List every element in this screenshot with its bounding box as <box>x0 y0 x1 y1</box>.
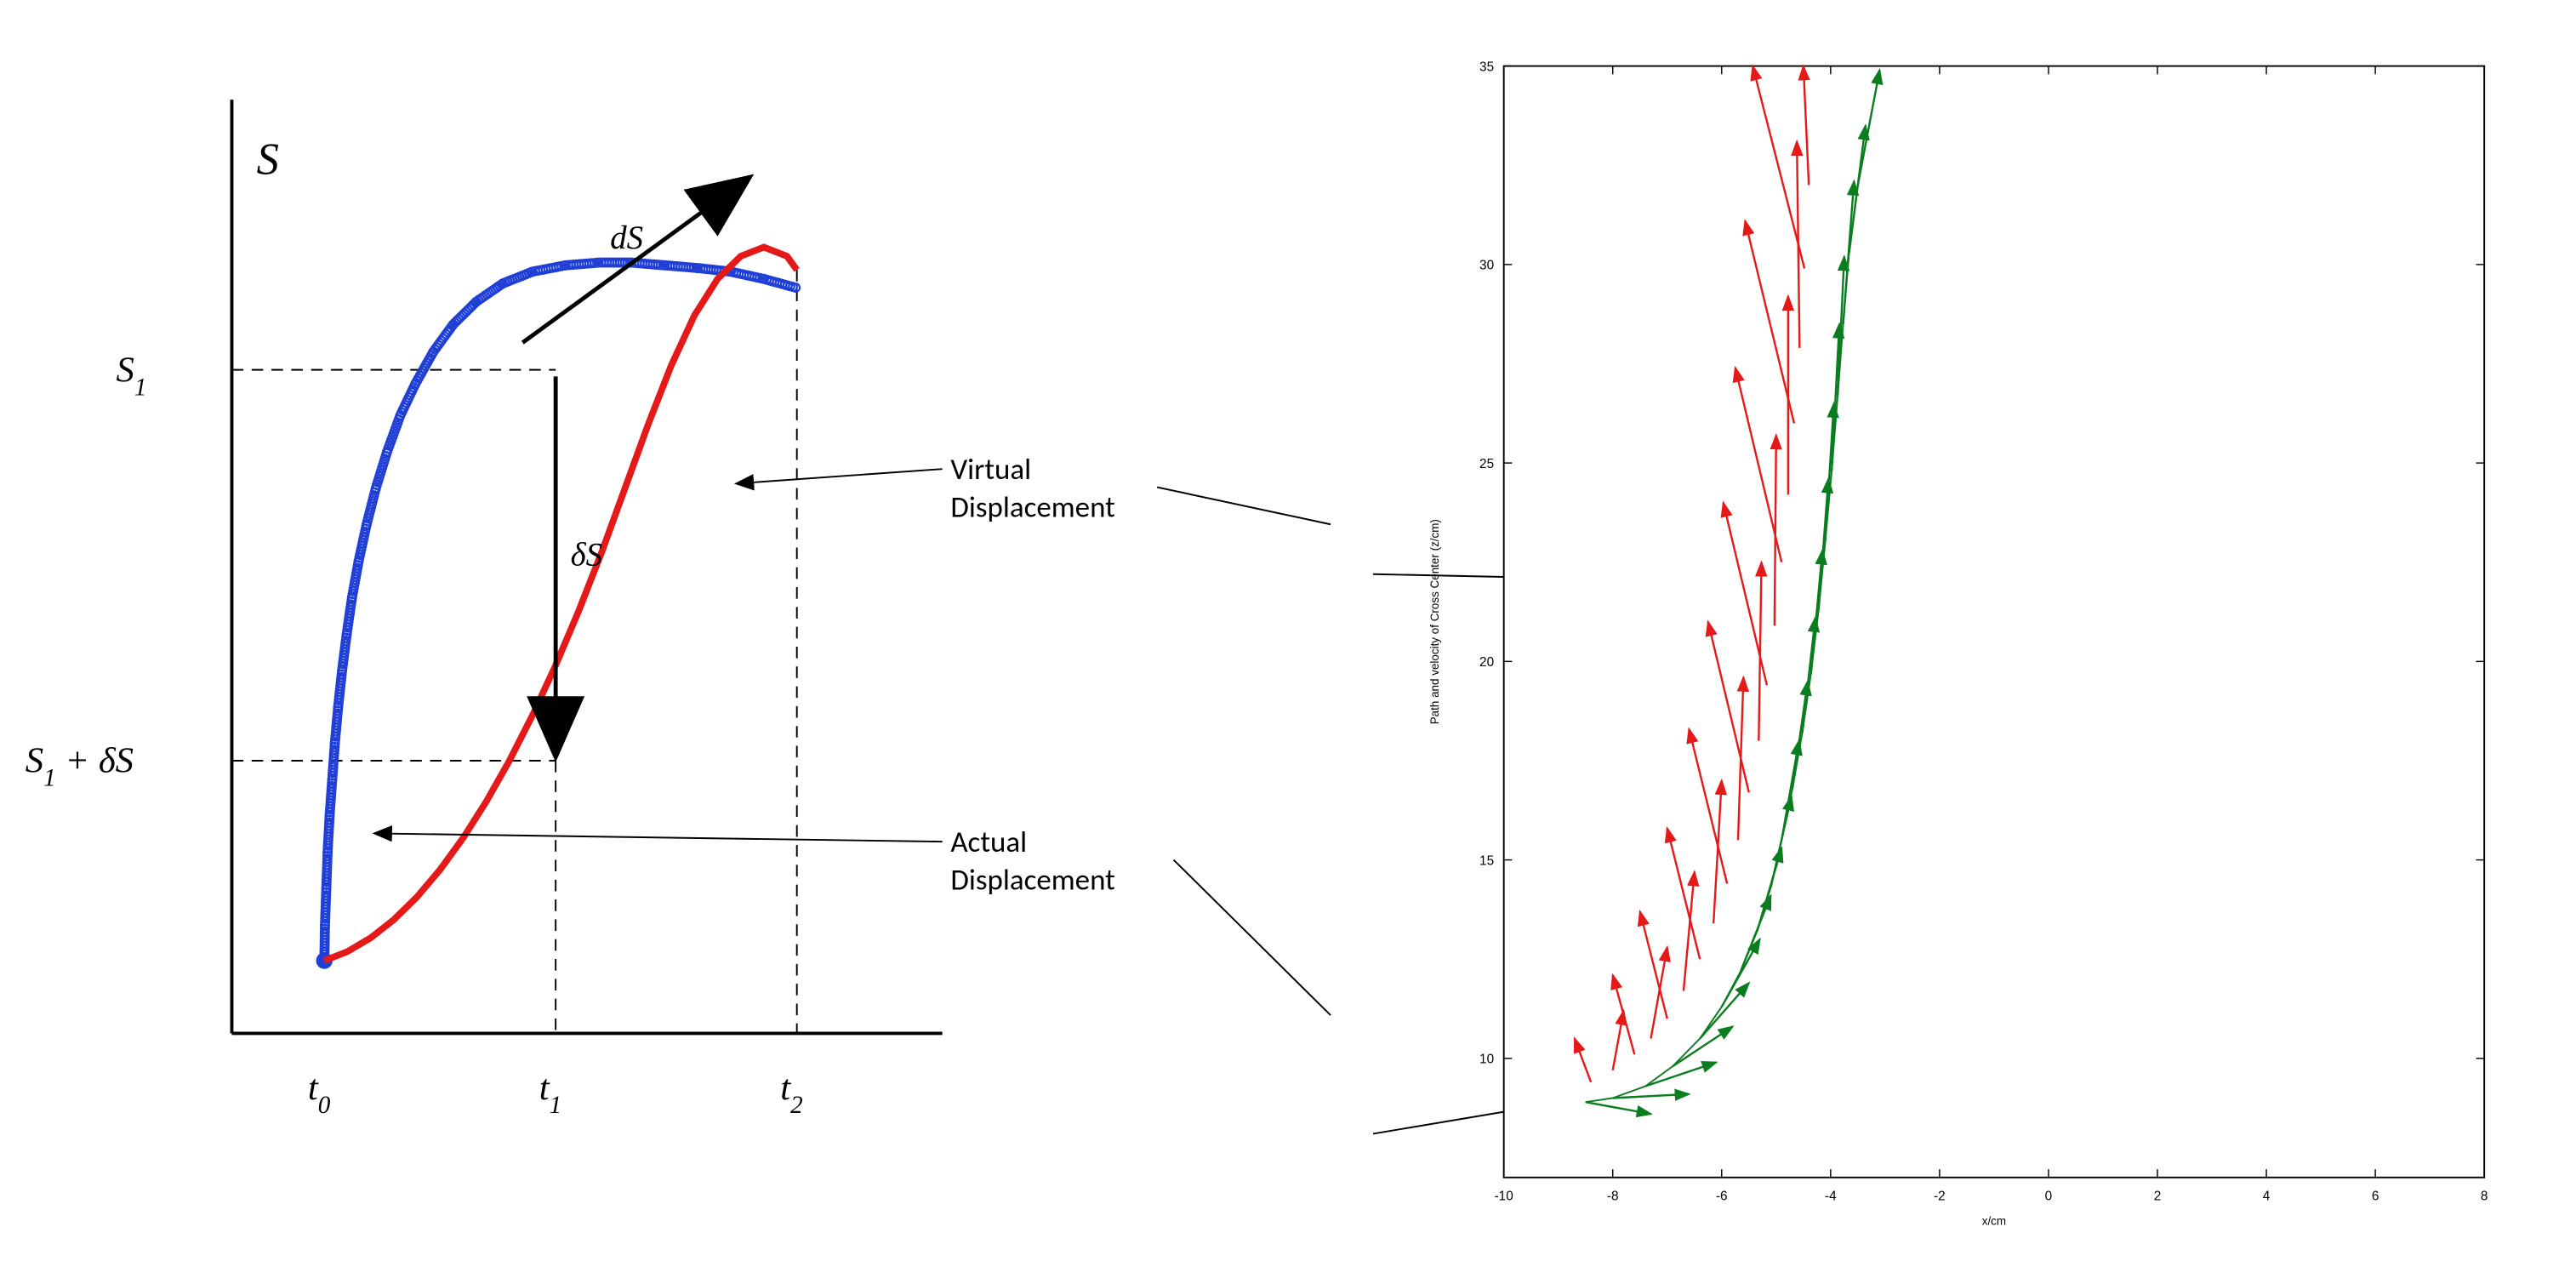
ds-label: dS <box>610 220 643 256</box>
red-curve <box>324 247 796 961</box>
left-svg: SS1S1 + δSt0t1t2dSδSVirtualDisplacementA… <box>17 17 1339 1264</box>
virtual-pointer <box>738 469 943 483</box>
ytick-s1: S1 <box>117 350 147 401</box>
xtick-label: -10 <box>1494 1190 1513 1204</box>
ylabel: Path and velocity of Cross Center (z/cm) <box>1428 519 1441 724</box>
ytick-label: 20 <box>1479 655 1494 670</box>
xtick-label: 2 <box>2153 1190 2161 1204</box>
virtual-label-1: Virtual <box>950 452 1031 488</box>
right-vector-plot: -10 -8 -6 -4 -2 0 2 4 6 8 10 15 20 25 30 35 x/cm Path and… <box>1373 17 2517 1264</box>
ds-arrow <box>522 179 747 342</box>
xtick-label: -2 <box>1934 1190 1946 1204</box>
actual-label-1: Actual <box>950 825 1027 860</box>
actual-cross-arrow-stub <box>1174 860 1331 1016</box>
y-axis-title: S <box>257 135 279 185</box>
ytick-label: 10 <box>1479 1053 1494 1067</box>
xtick-label: 4 <box>2263 1190 2271 1204</box>
ytick-label: 30 <box>1479 259 1494 273</box>
xtick-t0: t0 <box>308 1068 331 1119</box>
xtick-label: -4 <box>1825 1190 1837 1204</box>
figure-container: SS1S1 + δSt0t1t2dSδSVirtualDisplacementA… <box>17 17 2559 1264</box>
actual-label-2: Displacement <box>950 862 1115 898</box>
right-svg: -10 -8 -6 -4 -2 0 2 4 6 8 10 15 20 25 30 35 x/cm Path and… <box>1373 17 2517 1250</box>
plot-border <box>1503 66 2483 1178</box>
left-displacement-diagram: SS1S1 + δSt0t1t2dSδSVirtualDisplacementA… <box>17 17 1339 1264</box>
xtick-t1: t1 <box>539 1068 561 1119</box>
xlabel: x/cm <box>1981 1214 2005 1227</box>
ytick-s1ds: S1 + δS <box>26 741 134 792</box>
xtick-label: 8 <box>2481 1190 2488 1204</box>
xtick-label: -8 <box>1607 1190 1619 1204</box>
xtick-t2: t2 <box>780 1068 802 1119</box>
xtick-label: -6 <box>1716 1190 1728 1204</box>
xtick-label: 6 <box>2372 1190 2379 1204</box>
xtick-label: 0 <box>2044 1190 2052 1204</box>
virtual-cross-arrow-stub <box>1157 488 1331 525</box>
deltaS-label: δS <box>571 536 602 573</box>
ytick-label: 15 <box>1479 853 1494 868</box>
ytick-label: 25 <box>1479 457 1494 471</box>
ytick-label: 35 <box>1479 60 1494 74</box>
virtual-label-2: Displacement <box>950 490 1115 526</box>
